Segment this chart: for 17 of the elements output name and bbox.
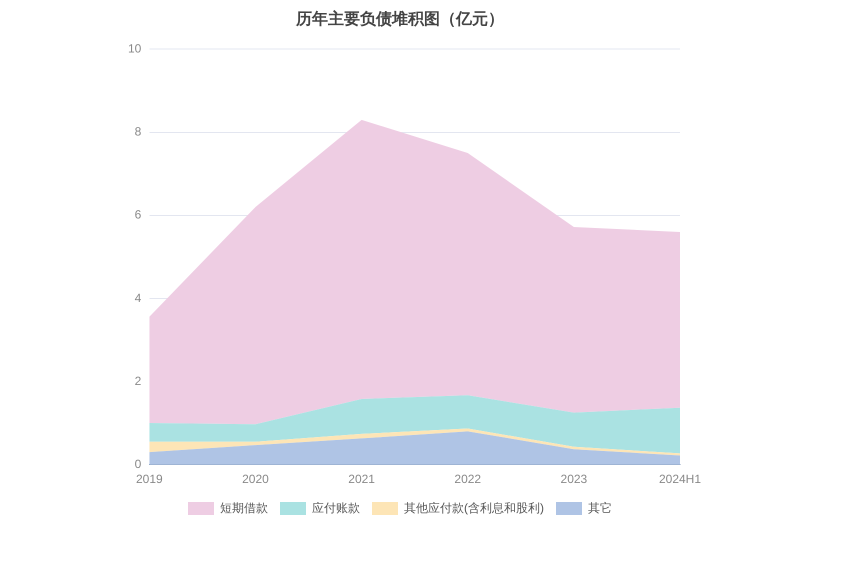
chart-title: 历年主要负债堆积图（亿元） [295, 9, 504, 28]
x-tick-label: 2023 [560, 472, 588, 486]
x-tick-label: 2022 [454, 472, 482, 486]
legend-label: 应付账款 [312, 500, 360, 515]
y-tick-label: 2 [134, 374, 142, 388]
x-tick-label: 2020 [242, 472, 270, 486]
legend-label: 其它 [588, 500, 612, 515]
x-tick-label: 2024H1 [658, 472, 702, 486]
x-tick-label: 2019 [136, 472, 164, 486]
legend-label: 其他应付款(含利息和股利) [404, 500, 544, 515]
y-tick-label: 6 [134, 208, 142, 222]
legend-label: 短期借款 [220, 500, 268, 515]
y-tick-label: 0 [134, 456, 142, 471]
y-tick-label: 4 [134, 290, 142, 305]
y-tick-label: 10 [128, 42, 142, 56]
x-tick-label: 2021 [348, 472, 376, 486]
y-tick-label: 8 [134, 124, 142, 139]
